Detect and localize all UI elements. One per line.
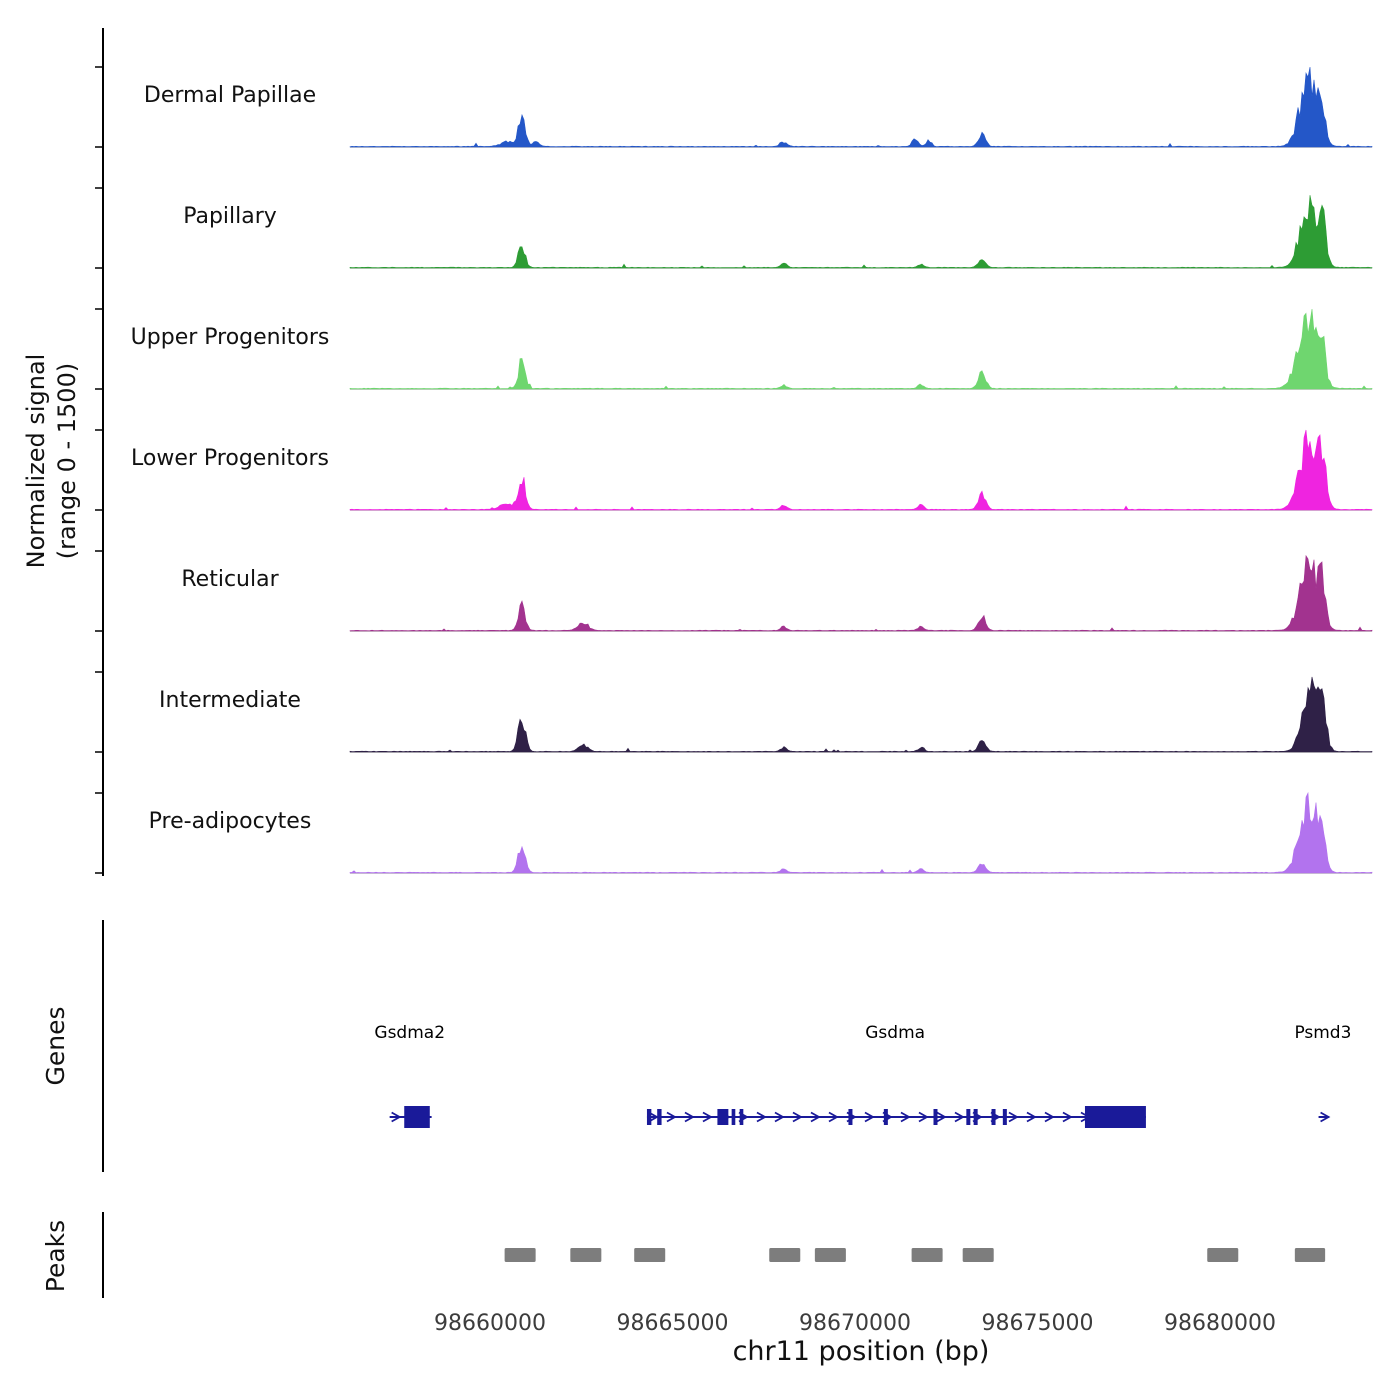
gene-exon [1002, 1109, 1007, 1125]
peak-region [1294, 1248, 1326, 1262]
strand-arrow-icon [900, 1111, 911, 1123]
gene-exon [973, 1109, 978, 1125]
peak-region [504, 1248, 536, 1262]
strand-arrow-icon [391, 1111, 402, 1123]
strand-arrow-icon [810, 1111, 821, 1123]
strand-arrow-icon [648, 1111, 659, 1123]
gene-exon [404, 1106, 430, 1128]
strand-arrow-icon [666, 1111, 677, 1123]
peak-region [814, 1248, 846, 1262]
gene-label: Gsdma2 [374, 1023, 445, 1043]
gene-exon [883, 1109, 888, 1125]
track-label: Reticular [181, 567, 279, 592]
gene: Gsdma [646, 1023, 1146, 1128]
gene-exon [657, 1109, 662, 1125]
gene-exon [646, 1109, 652, 1125]
x-tick-label: 98680000 [1164, 1311, 1276, 1336]
strand-arrow-icon [1062, 1111, 1073, 1123]
strand-arrow-icon [774, 1111, 785, 1123]
track-label: Lower Progenitors [131, 446, 329, 471]
strand-arrow-icon [1320, 1111, 1331, 1123]
signal-area [349, 429, 1373, 511]
signal-track: Lower Progenitors [95, 429, 1373, 511]
peak-region [769, 1248, 801, 1262]
strand-arrow-icon [954, 1111, 965, 1123]
gene-exon [739, 1109, 744, 1125]
signal-track: Papillary [95, 187, 1373, 269]
gene-label: Gsdma [865, 1023, 925, 1043]
strand-arrow-icon [1008, 1111, 1019, 1123]
strand-arrow-icon [864, 1111, 875, 1123]
strand-arrow-icon [828, 1111, 839, 1123]
track-label: Pre-adipocytes [149, 809, 312, 834]
x-tick-label: 98675000 [982, 1311, 1094, 1336]
x-tick-label: 98660000 [434, 1311, 546, 1336]
strand-arrow-icon [1044, 1111, 1055, 1123]
signal-area [349, 308, 1373, 390]
gene-exon [1084, 1106, 1146, 1128]
gene-exon [731, 1109, 736, 1125]
track-label: Upper Progenitors [131, 325, 330, 350]
peak-region [1207, 1248, 1239, 1262]
strand-arrow-icon [936, 1111, 947, 1123]
x-axis-label: chr11 position (bp) [732, 1336, 990, 1367]
strand-arrow-icon [756, 1111, 767, 1123]
strand-arrow-icon [792, 1111, 803, 1123]
peak-region [911, 1248, 943, 1262]
x-tick-label: 98670000 [799, 1311, 911, 1336]
signal-area [349, 195, 1373, 269]
gene-exon [933, 1109, 938, 1125]
track-label: Intermediate [159, 688, 301, 713]
strand-arrow-icon [684, 1111, 695, 1123]
track-label: Papillary [183, 204, 277, 229]
signal-track: Dermal Papillae [95, 66, 1373, 148]
x-tick-label: 98665000 [617, 1311, 729, 1336]
signal-area [349, 791, 1373, 874]
gene-exon [966, 1109, 971, 1125]
signal-track: Pre-adipocytes [95, 791, 1373, 874]
peak-region [634, 1248, 666, 1262]
signal-area [349, 676, 1373, 753]
gene: Psmd3 [1294, 1023, 1351, 1123]
peak-region [570, 1248, 602, 1262]
signal-track: Upper Progenitors [95, 308, 1373, 390]
signal-track: Intermediate [95, 671, 1373, 753]
gene-exon [848, 1109, 853, 1125]
gene: Gsdma2 [374, 1023, 445, 1128]
gene-label: Psmd3 [1294, 1023, 1351, 1043]
gene-exon [717, 1109, 729, 1125]
strand-arrow-icon [918, 1111, 929, 1123]
signal-area [349, 66, 1373, 148]
gene-exon [991, 1109, 996, 1125]
signal-track: Reticular [95, 550, 1373, 632]
strand-arrow-icon [1026, 1111, 1037, 1123]
strand-arrow-icon [702, 1111, 713, 1123]
signal-area [349, 554, 1373, 632]
peak-region [962, 1248, 994, 1262]
track-label: Dermal Papillae [144, 83, 316, 108]
